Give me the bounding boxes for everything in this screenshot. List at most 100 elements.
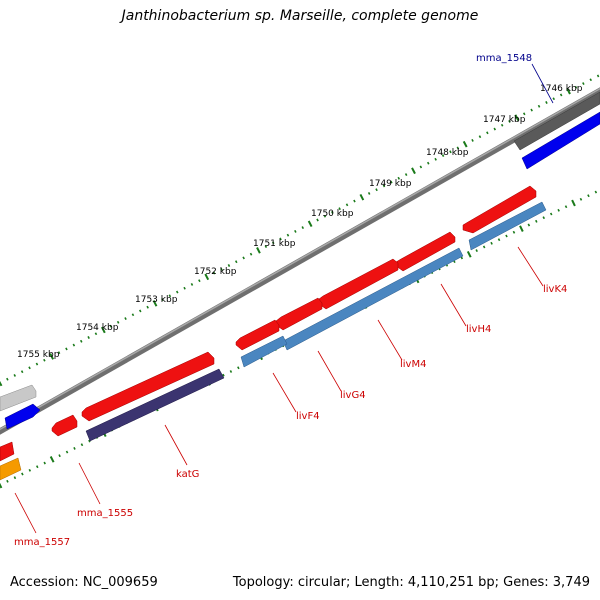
label-mma-1555[interactable]: mma_1555 bbox=[77, 508, 133, 519]
gene-mma-1555-upper[interactable] bbox=[51, 414, 78, 437]
outer-tick-mark bbox=[493, 127, 497, 131]
outer-tick-mark bbox=[249, 252, 253, 256]
gene-livG4-lower[interactable] bbox=[240, 335, 288, 368]
scale-label-1749: 1749 kbp bbox=[369, 179, 412, 189]
outer-tick-mark bbox=[198, 279, 201, 283]
map-title: Janthinobacterium sp. Marseille, complet… bbox=[121, 8, 479, 24]
inner-tick-mark bbox=[594, 190, 598, 194]
gene-katG-upper[interactable] bbox=[81, 351, 215, 422]
outer-tick-mark bbox=[72, 343, 76, 347]
outer-tick-mark bbox=[264, 245, 268, 248]
outer-tick-mark bbox=[6, 377, 9, 381]
gene-katG-lower[interactable] bbox=[85, 368, 225, 442]
connector-katG bbox=[164, 424, 188, 466]
gene-livK4-lower[interactable] bbox=[468, 201, 547, 251]
outer-tick-mark bbox=[353, 199, 356, 203]
genome-backbone-highlight bbox=[0, 87, 600, 431]
gene-left-orange[interactable] bbox=[0, 457, 22, 481]
outer-tick-mark bbox=[286, 233, 290, 237]
gene-mma-1548-blue[interactable] bbox=[521, 111, 600, 170]
accession-text: Accession: NC_009659 bbox=[10, 575, 158, 590]
inner-tick-mark bbox=[0, 482, 3, 489]
outer-tick-mark bbox=[545, 101, 548, 104]
label-livM4[interactable]: livM4 bbox=[400, 359, 426, 370]
outer-tick-mark bbox=[271, 241, 275, 245]
label-livH4[interactable]: livH4 bbox=[466, 324, 491, 335]
outer-tick-mark bbox=[345, 203, 349, 207]
outer-tick-mark bbox=[486, 131, 489, 135]
inner-tick-mark bbox=[229, 370, 233, 373]
outer-tick-mark bbox=[183, 286, 186, 290]
connector-mma-1557 bbox=[14, 492, 37, 534]
outer-tick-mark bbox=[109, 324, 113, 328]
connector-livF4 bbox=[272, 372, 297, 413]
gene-livF4-upper[interactable] bbox=[235, 319, 280, 351]
label-livK4[interactable]: livK4 bbox=[543, 284, 567, 295]
outer-tick-mark bbox=[478, 135, 482, 139]
outer-tick-mark bbox=[323, 214, 327, 218]
outer-tick-mark bbox=[552, 97, 556, 101]
outer-tick-mark bbox=[13, 374, 17, 377]
outer-tick-mark bbox=[20, 370, 24, 374]
gene-mma-1557-red[interactable] bbox=[0, 441, 15, 462]
inner-tick-mark bbox=[512, 230, 516, 234]
inner-tick-mark bbox=[237, 366, 240, 370]
outer-tick-mark bbox=[514, 114, 520, 121]
outer-tick-mark bbox=[589, 78, 593, 82]
scale-label-1746: 1746 kbp bbox=[540, 84, 583, 94]
gene-livK4-upper[interactable] bbox=[462, 185, 537, 234]
inner-tick-mark bbox=[557, 208, 560, 212]
label-mma-1548[interactable]: mma_1548 bbox=[476, 53, 532, 64]
inner-tick-mark bbox=[490, 241, 493, 245]
scale-label-1755: 1755 kbp bbox=[17, 350, 60, 360]
outer-tick-mark bbox=[434, 157, 437, 161]
inner-tick-mark bbox=[73, 446, 76, 450]
inner-tick-mark bbox=[564, 205, 568, 209]
outer-tick-mark bbox=[419, 165, 423, 169]
inner-tick-mark bbox=[222, 373, 225, 377]
outer-tick-mark bbox=[49, 353, 54, 360]
outer-tick-mark bbox=[146, 305, 149, 309]
inner-tick-mark bbox=[587, 194, 590, 198]
inner-tick-mark bbox=[13, 476, 17, 480]
outer-tick-mark bbox=[79, 339, 83, 343]
outer-tick-mark bbox=[426, 161, 430, 165]
outer-tick-mark bbox=[330, 211, 334, 214]
inner-tick-mark bbox=[579, 197, 583, 201]
outer-tick-mark bbox=[116, 320, 120, 324]
connector-livM4 bbox=[377, 319, 403, 361]
connector-livG4 bbox=[317, 350, 342, 392]
inner-tick-mark bbox=[571, 199, 576, 207]
inner-tick-mark bbox=[466, 250, 472, 258]
outer-tick-mark bbox=[87, 336, 90, 339]
genome-backbone bbox=[0, 87, 600, 435]
outer-tick-mark bbox=[294, 229, 297, 233]
gene-labels: mma_1548 livK4 livH4 livM4 livG4 livF4 k… bbox=[14, 53, 567, 548]
outer-tick-mark bbox=[65, 347, 68, 351]
outer-tick-mark bbox=[411, 167, 416, 175]
outer-tick-mark bbox=[0, 380, 3, 387]
outer-tick-mark bbox=[596, 74, 600, 78]
gene-livH4-livM4-lower[interactable] bbox=[282, 247, 464, 351]
outer-tick-mark bbox=[530, 108, 533, 112]
scale-label-1748: 1748 kbp bbox=[426, 148, 469, 158]
outer-tick-mark bbox=[574, 85, 578, 89]
outer-tick-mark bbox=[204, 273, 210, 281]
outer-tick-mark bbox=[404, 173, 408, 176]
gene-mma-1548-dark[interactable] bbox=[513, 91, 600, 151]
inner-tick-mark bbox=[43, 461, 46, 465]
gene-left-blue[interactable] bbox=[4, 403, 41, 430]
outer-tick-mark bbox=[441, 154, 445, 157]
inner-tick-mark bbox=[35, 465, 39, 469]
connector-livK4 bbox=[517, 246, 544, 287]
label-livF4[interactable]: livF4 bbox=[296, 411, 320, 422]
inner-tick-mark bbox=[49, 456, 55, 463]
label-mma-1557[interactable]: mma_1557 bbox=[14, 537, 70, 548]
inner-tick-mark bbox=[460, 256, 464, 260]
inner-tick-mark bbox=[549, 212, 553, 216]
label-livG4[interactable]: livG4 bbox=[340, 390, 366, 401]
inner-tick-mark bbox=[65, 450, 69, 454]
outer-tick-mark bbox=[462, 140, 468, 148]
label-katG[interactable]: katG bbox=[176, 469, 199, 480]
gene-left-grey[interactable] bbox=[0, 384, 37, 412]
